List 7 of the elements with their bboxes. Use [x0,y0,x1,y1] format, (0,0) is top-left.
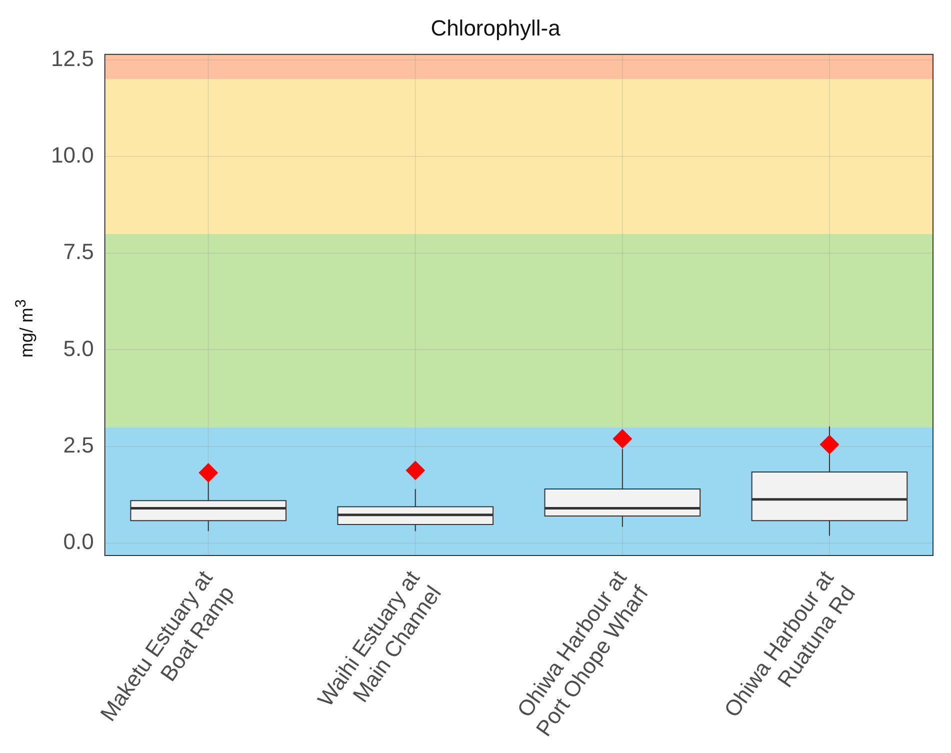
y-tick-label: 0.0 [63,529,94,554]
y-tick-label: 5.0 [63,336,94,361]
y-tick-label: 2.5 [63,432,94,458]
y-tick-label: 10.0 [50,142,94,168]
y-tick-label: 12.5 [50,46,94,71]
chart-title: Chlorophyll-a [430,15,562,40]
y-tick-label: 7.5 [63,239,94,264]
